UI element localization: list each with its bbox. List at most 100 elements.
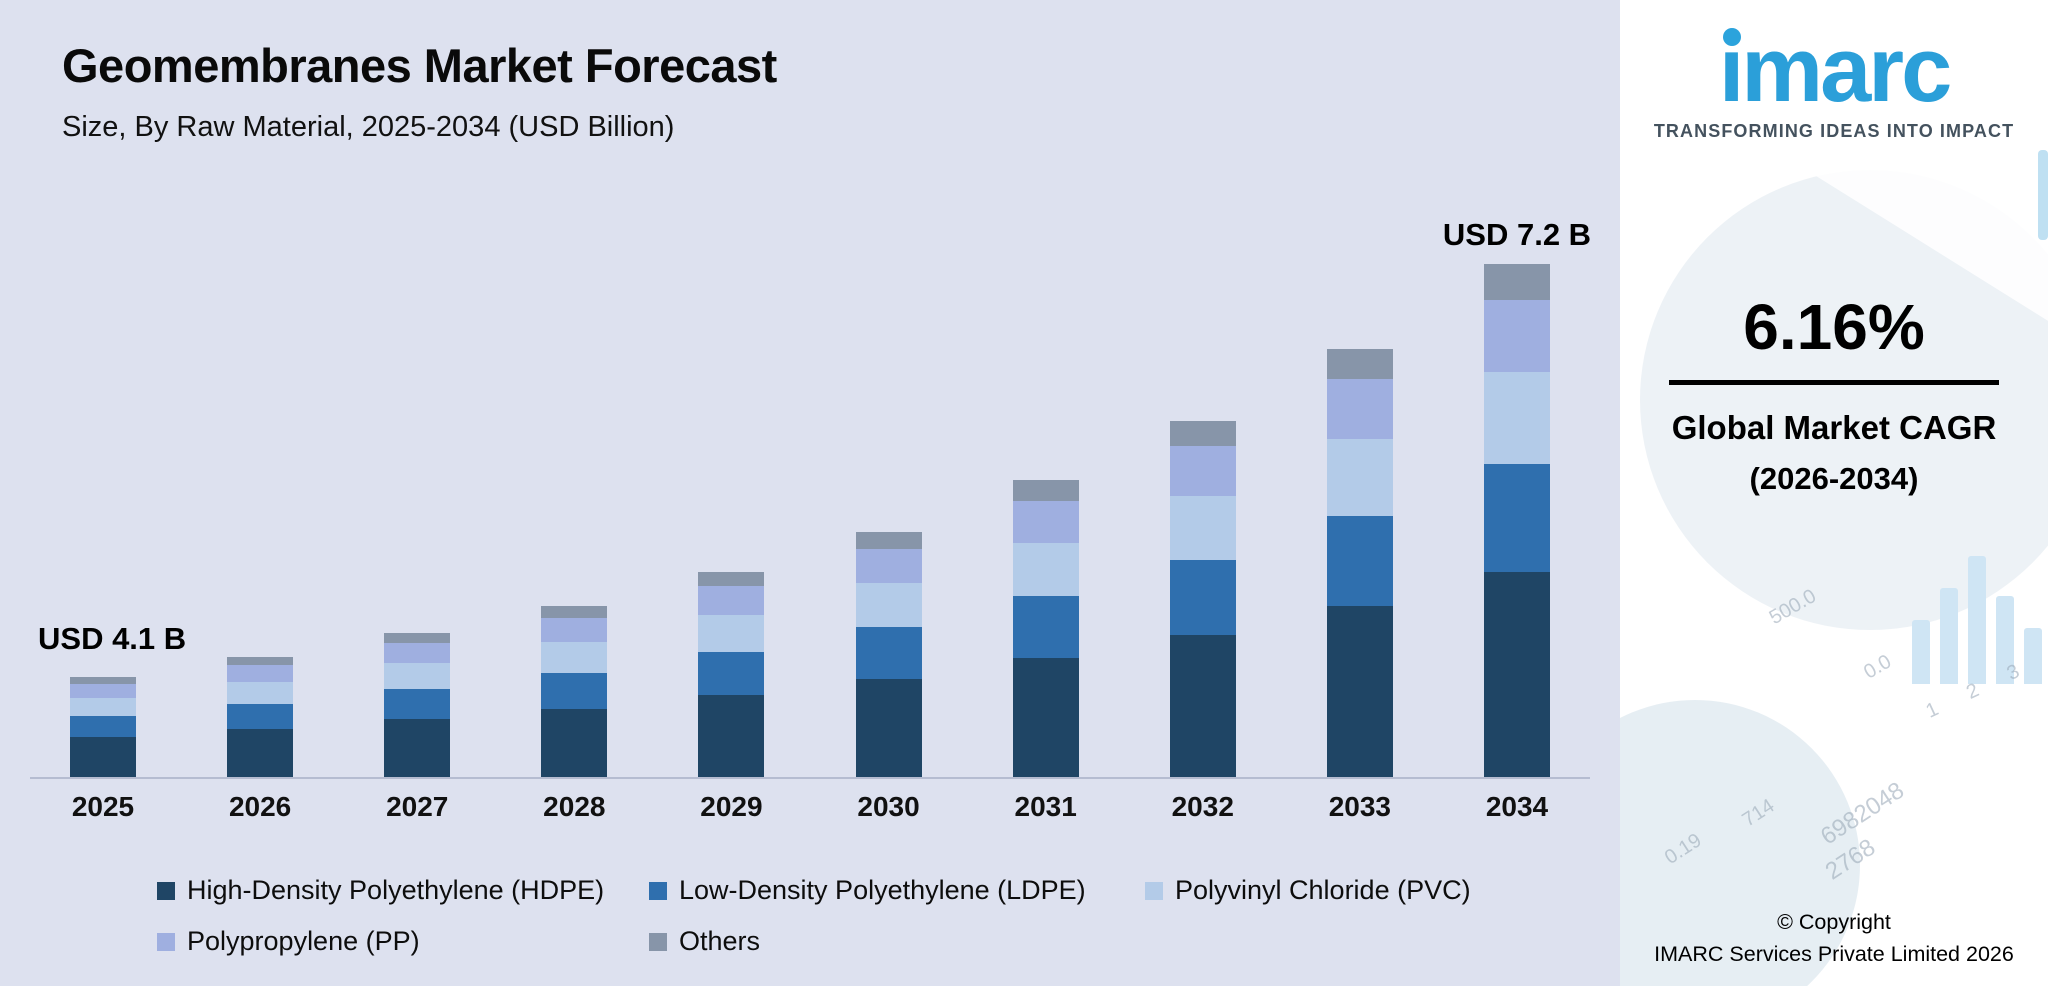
legend-swatch-ldpe — [649, 881, 667, 900]
logo-dot-icon — [1722, 28, 1741, 46]
decorative-mini-bar-chart — [1912, 556, 2042, 684]
decorative-bar — [2024, 628, 2042, 684]
bar-column — [1012, 480, 1079, 777]
bar-segment — [384, 643, 451, 663]
legend-label: High-Density Polyethylene (HDPE) — [187, 875, 605, 905]
bar-segment — [384, 633, 451, 643]
bar-column — [227, 657, 294, 777]
bar-stack — [698, 572, 765, 777]
bar-segment — [855, 679, 922, 777]
bar-segment — [1326, 379, 1393, 439]
bar-segment — [1326, 516, 1393, 606]
copyright-line1: © Copyright — [1777, 909, 1891, 934]
bar-segment — [227, 704, 294, 729]
bar-segment — [698, 586, 765, 615]
bar-segment — [541, 709, 608, 777]
cagr-divider — [1669, 379, 1999, 385]
bar-stack — [1169, 421, 1236, 777]
bar-segment — [1169, 421, 1236, 446]
decorative-bar — [1940, 588, 1958, 684]
bar-stack — [541, 606, 608, 777]
decorative-bar — [1912, 620, 1930, 684]
bar-stack — [1012, 480, 1079, 777]
last-bar-value-label: USD 7.2 B — [1442, 217, 1592, 252]
bar-segment — [1483, 372, 1550, 464]
bar-segment — [70, 716, 136, 737]
bar-segment — [227, 729, 294, 777]
chart-panel: Geomembranes Market Forecast Size, By Ra… — [0, 0, 1620, 986]
bar-segment — [1483, 572, 1550, 777]
x-axis-label: 2029 — [700, 791, 763, 822]
bar-segment — [855, 627, 922, 679]
bar-stack — [70, 677, 136, 777]
x-axis-label: 2034 — [1485, 791, 1549, 822]
chart-subtitle: Size, By Raw Material, 2025-2034 (USD Bi… — [62, 111, 675, 143]
x-axis-label: 2025 — [71, 791, 135, 822]
bar-segment — [70, 737, 136, 777]
legend-label: Others — [679, 926, 761, 956]
cagr-value: 6.16% — [1743, 290, 1925, 363]
copyright: © Copyright IMARC Services Private Limit… — [1620, 906, 2048, 971]
bar-segment — [384, 663, 451, 689]
x-axis-label: 2028 — [543, 791, 606, 822]
chart-title: Geomembranes Market Forecast — [62, 39, 777, 92]
x-axis-line — [30, 777, 1590, 779]
legend-item-pp: Polypropylene (PP) — [157, 926, 649, 957]
bar-segment — [1012, 596, 1079, 658]
bar-column — [70, 677, 136, 777]
bar-segment — [70, 698, 136, 716]
bar-segment — [855, 549, 922, 583]
bar-segment — [698, 652, 765, 695]
imarc-logo: ımarc TRANSFORMING IDEAS INTO IMPACT — [1620, 0, 2048, 142]
side-panel: 500.0 0.0 1 2 3 4 6982048 2768 0.19 714 … — [1620, 0, 2048, 986]
bar-segment — [1169, 446, 1236, 496]
bar-segment — [1483, 300, 1550, 372]
legend-swatch-others — [649, 932, 667, 951]
bar-segment — [541, 606, 608, 618]
bar-stack — [384, 633, 451, 777]
bar-column — [1169, 421, 1236, 777]
bar-column — [541, 606, 608, 777]
bar-column — [698, 572, 765, 777]
bar-segment — [1483, 264, 1550, 300]
bar-segment — [855, 532, 922, 549]
bar-segment — [541, 673, 608, 709]
bar-segment — [384, 719, 451, 777]
chart-header: Geomembranes Market Forecast Size, By Ra… — [0, 0, 1620, 144]
bar-stack — [227, 657, 294, 777]
bar-segment — [1169, 560, 1236, 635]
side-content: ımarc TRANSFORMING IDEAS INTO IMPACT 6.1… — [1620, 0, 2048, 986]
bar-stack — [1483, 264, 1550, 777]
x-axis-label: 2031 — [1014, 791, 1077, 822]
legend: High-Density Polyethylene (HDPE) Low-Den… — [157, 875, 1590, 957]
x-axis-label: 2033 — [1328, 791, 1392, 822]
bars-row — [70, 217, 1550, 777]
bar-segment — [384, 689, 451, 719]
decorative-edge-bar — [2038, 150, 2048, 240]
bar-segment — [698, 695, 765, 777]
legend-item-pvc: Polyvinyl Chloride (PVC) — [1145, 875, 1590, 906]
logo-wordmark: ımarc — [1718, 19, 1952, 121]
bar-segment — [1326, 606, 1393, 777]
bar-segment — [70, 677, 136, 684]
bar-column — [1326, 349, 1393, 777]
legend-swatch-hdpe — [157, 881, 175, 900]
bar-segment — [1169, 635, 1236, 777]
bar-segment — [1169, 496, 1236, 560]
x-axis-label: 2026 — [228, 791, 292, 822]
bar-segment — [70, 684, 136, 698]
legend-item-hdpe: High-Density Polyethylene (HDPE) — [157, 875, 649, 906]
cagr-period: (2026-2034) — [1749, 460, 1919, 496]
bar-column — [384, 633, 451, 777]
bar-segment — [1012, 480, 1079, 501]
first-bar-value-label: USD 4.1 B — [38, 621, 187, 656]
legend-swatch-pvc — [1145, 881, 1163, 900]
bar-segment — [698, 615, 765, 652]
bar-segment — [1012, 658, 1079, 777]
bar-column — [1483, 264, 1550, 777]
logo-tagline: TRANSFORMING IDEAS INTO IMPACT — [1653, 120, 2015, 141]
bar-segment — [541, 642, 608, 673]
logo-text: ımarc — [1718, 19, 1952, 121]
legend-label: Low-Density Polyethylene (LDPE) — [679, 875, 1086, 905]
